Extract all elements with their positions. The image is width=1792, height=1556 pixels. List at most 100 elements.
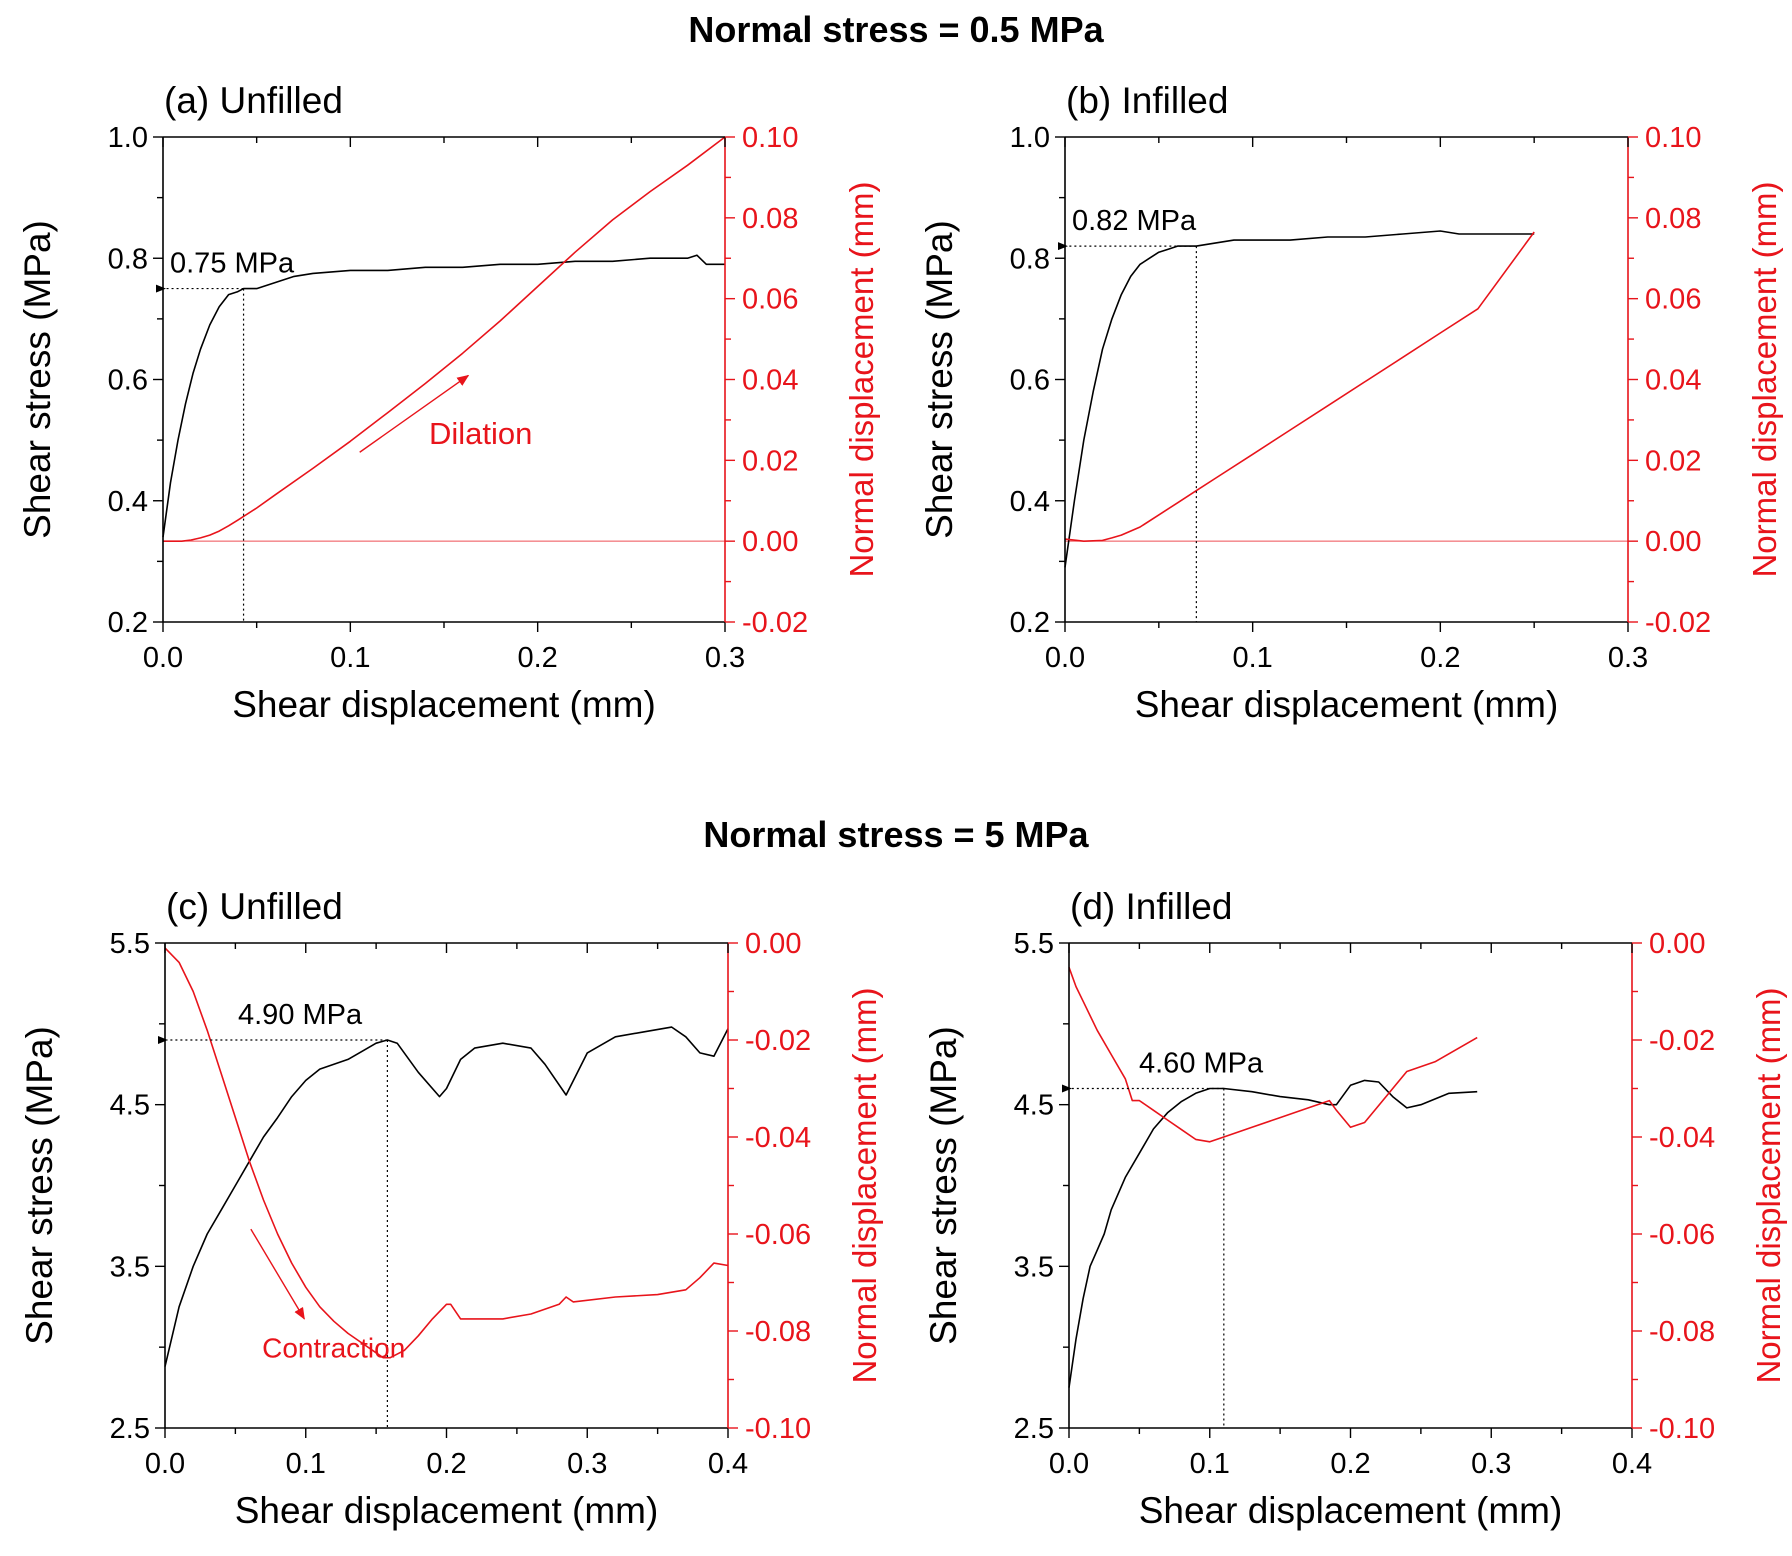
x-axis-title: Shear displacement (mm)	[1135, 684, 1559, 725]
x-tick-label: 0.0	[1045, 642, 1085, 674]
y-tick-label-left: 0.8	[1010, 243, 1050, 275]
y-tick-label-left: 0.8	[108, 243, 148, 275]
y-tick-label-left: 0.4	[1010, 486, 1050, 518]
x-tick-label: 0.3	[705, 642, 745, 674]
x-tick-label: 0.0	[143, 642, 183, 674]
y-tick-label-right: 0.10	[742, 122, 798, 154]
y-tick-label-left: 2.5	[110, 1413, 150, 1445]
y-tick-label-left: 0.6	[108, 365, 148, 397]
y-tick-label-right: 0.08	[742, 203, 798, 235]
x-tick-label: 0.1	[330, 642, 370, 674]
x-tick-label: 0.4	[1612, 1448, 1652, 1480]
normal-displacement-series	[1064, 231, 1535, 543]
y-tick-label-right: -0.02	[742, 607, 808, 639]
y-tick-label-left: 1.0	[108, 122, 148, 154]
x-axis-title: Shear displacement (mm)	[1139, 1490, 1563, 1531]
y-tick-label-right: -0.10	[745, 1413, 811, 1445]
chart-panels: (a) Unfilled 0.75 MPa Dilation 0.0 0.1 0.2 0.3…	[17, 80, 1787, 1531]
x-tick-label: 0.2	[1420, 642, 1460, 674]
shear-stress-series	[162, 254, 725, 538]
section-title-low-normal-stress: Normal stress = 0.5 MPa	[688, 9, 1104, 50]
x-tick-label: 0.2	[426, 1448, 466, 1480]
peak-label: 0.75 MPa	[170, 248, 295, 280]
panel-title: (c) Unfilled	[166, 886, 343, 927]
y-tick-label-right: -0.08	[745, 1316, 811, 1348]
annotation-arrow	[359, 374, 470, 453]
y-tick-label-right: 0.06	[742, 284, 798, 316]
x-tick-label: 0.2	[1330, 1448, 1370, 1480]
y-tick-label-right: -0.02	[1645, 607, 1711, 639]
y-tick-label-right: 0.02	[1645, 445, 1701, 477]
x-axis-title: Shear displacement (mm)	[232, 684, 656, 725]
annotation-arrow	[250, 1228, 305, 1320]
panel-title: (a) Unfilled	[164, 80, 343, 121]
y-tick-label-right: -0.06	[745, 1219, 811, 1251]
y-tick-label-right: -0.04	[745, 1122, 811, 1154]
y-tick-label-right: -0.08	[1649, 1316, 1715, 1348]
annotation-label: Dilation	[429, 416, 532, 451]
peak-label: 4.60 MPa	[1139, 1048, 1264, 1080]
x-tick-label: 0.1	[286, 1448, 326, 1480]
y-tick-label-left: 3.5	[1014, 1251, 1054, 1283]
y-tick-label-right: 0.10	[1645, 122, 1701, 154]
y-tick-label-left: 4.5	[110, 1090, 150, 1122]
x-tick-label: 0.2	[518, 642, 558, 674]
y-tick-label-left: 5.5	[1014, 928, 1054, 960]
y-axis-title-left: Shear stress (MPa)	[17, 220, 58, 539]
section-title-high-normal-stress: Normal stress = 5 MPa	[703, 814, 1089, 855]
y-axis-title-right: Normal displacement (mm)	[1750, 987, 1787, 1383]
y-tick-label-left: 4.5	[1014, 1090, 1054, 1122]
panel-title: (d) Infilled	[1070, 886, 1232, 927]
y-tick-label-right: -0.04	[1649, 1122, 1715, 1154]
y-tick-label-right: 0.00	[745, 928, 801, 960]
x-tick-label: 0.1	[1190, 1448, 1230, 1480]
chart-panel-2: (b) Infilled 0.82 MPa 0.0 0.1 0.2 0.3 0.2 0.4 0.…	[919, 80, 1783, 725]
normal-displacement-series	[163, 136, 726, 543]
peak-label: 4.90 MPa	[238, 999, 363, 1031]
shear-stress-series	[1064, 230, 1535, 568]
y-tick-label-left: 0.2	[108, 607, 148, 639]
shear-stress-series	[1068, 1079, 1478, 1388]
shear-stress-series	[164, 1026, 729, 1367]
y-axis-title-left: Shear stress (MPa)	[923, 1026, 964, 1345]
y-axis-title-right: Normal displacement (mm)	[1746, 181, 1783, 577]
y-axis-title-left: Shear stress (MPa)	[19, 1026, 60, 1345]
y-tick-label-right: -0.06	[1649, 1219, 1715, 1251]
y-tick-label-left: 3.5	[110, 1251, 150, 1283]
x-tick-label: 0.3	[1608, 642, 1648, 674]
y-tick-label-left: 0.4	[108, 486, 148, 518]
y-tick-label-right: 0.08	[1645, 203, 1701, 235]
annotation-label: Contraction	[262, 1333, 405, 1364]
chart-panel-1: (a) Unfilled 0.75 MPa Dilation 0.0 0.1 0.2 0.3…	[17, 80, 880, 725]
y-tick-label-right: 0.00	[1649, 928, 1705, 960]
y-tick-label-right: 0.00	[742, 526, 798, 558]
normal-displacement-series	[1068, 967, 1478, 1143]
y-tick-label-left: 5.5	[110, 928, 150, 960]
y-tick-label-right: -0.10	[1649, 1413, 1715, 1445]
normal-displacement-series	[164, 947, 729, 1359]
x-tick-label: 0.3	[1471, 1448, 1511, 1480]
y-tick-label-left: 0.2	[1010, 607, 1050, 639]
x-tick-label: 0.1	[1233, 642, 1273, 674]
x-tick-label: 0.0	[145, 1448, 185, 1480]
x-tick-label: 0.4	[708, 1448, 748, 1480]
x-tick-label: 0.0	[1049, 1448, 1089, 1480]
y-tick-label-right: 0.00	[1645, 526, 1701, 558]
y-tick-label-right: -0.02	[745, 1025, 811, 1057]
y-axis-title-left: Shear stress (MPa)	[919, 220, 960, 539]
chart-panel-3: (c) Unfilled 4.90 MPa Contraction 0.0 0.1 0.2…	[19, 886, 883, 1531]
peak-label: 0.82 MPa	[1072, 205, 1197, 237]
y-axis-title-right: Normal displacement (mm)	[843, 181, 880, 577]
y-tick-label-right: -0.02	[1649, 1025, 1715, 1057]
y-axis-title-right: Normal displacement (mm)	[846, 987, 883, 1383]
y-tick-label-right: 0.04	[1645, 365, 1701, 397]
y-tick-label-right: 0.06	[1645, 284, 1701, 316]
x-tick-label: 0.3	[567, 1448, 607, 1480]
y-tick-label-left: 1.0	[1010, 122, 1050, 154]
x-axis-title: Shear displacement (mm)	[235, 1490, 659, 1531]
y-tick-label-right: 0.04	[742, 365, 798, 397]
panel-title: (b) Infilled	[1066, 80, 1228, 121]
y-tick-label-left: 0.6	[1010, 365, 1050, 397]
y-tick-label-right: 0.02	[742, 445, 798, 477]
